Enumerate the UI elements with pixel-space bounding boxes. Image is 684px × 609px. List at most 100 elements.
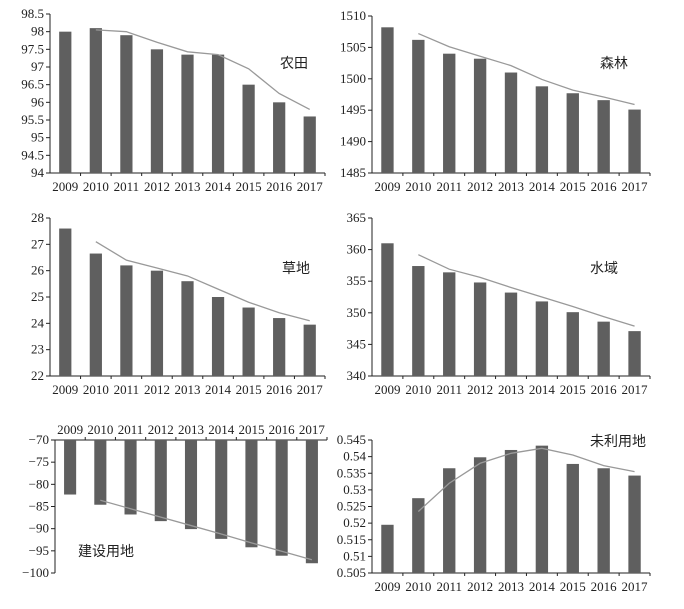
x-tick-label: 2012 <box>467 179 493 194</box>
y-tick-label: 96 <box>31 94 45 109</box>
bar-2016 <box>597 100 610 173</box>
bar-2016 <box>597 321 610 376</box>
y-tick-label: 0.515 <box>337 532 366 547</box>
y-tick-label: 23 <box>31 342 44 357</box>
bar-2014 <box>535 301 549 376</box>
y-tick-label: −80 <box>29 476 49 491</box>
bar-2010 <box>412 39 425 173</box>
x-tick-label: 2013 <box>498 382 524 397</box>
y-tick-label: −75 <box>29 454 49 469</box>
x-tick-label: 2009 <box>57 422 83 437</box>
chart-title: 未利用地 <box>590 434 646 450</box>
x-tick-label: 2016 <box>269 422 296 437</box>
x-tick-label: 2014 <box>205 179 232 194</box>
y-tick-label: 95.5 <box>21 112 44 127</box>
trend-line <box>100 499 313 561</box>
bar-2015 <box>245 440 258 548</box>
y-tick-label: 98.5 <box>21 6 44 21</box>
bar-2012 <box>473 58 487 174</box>
y-tick-label: 25 <box>31 289 44 304</box>
bar-2015 <box>566 312 579 376</box>
x-tick-label: 2014 <box>529 382 556 397</box>
y-tick-label: 355 <box>347 273 367 288</box>
bar-2013 <box>504 72 518 173</box>
x-tick-label: 2017 <box>299 422 326 437</box>
y-tick-label: 26 <box>31 263 45 278</box>
x-tick-label: 2015 <box>560 179 586 194</box>
x-tick-label: 2014 <box>208 422 235 437</box>
y-tick-label: 360 <box>347 242 367 257</box>
bar-2015 <box>566 463 579 573</box>
y-tick-label: 0.54 <box>343 449 366 464</box>
bar-2009 <box>381 27 394 173</box>
x-tick-label: 2017 <box>297 179 324 194</box>
x-tick-label: 2010 <box>405 179 431 194</box>
bar-2010 <box>89 28 102 174</box>
bar-2015 <box>242 307 255 376</box>
x-tick-label: 2011 <box>436 579 462 594</box>
x-tick-label: 2013 <box>175 382 201 397</box>
bar-2010 <box>89 253 102 376</box>
bar-2011 <box>124 440 137 515</box>
x-tick-label: 2012 <box>144 179 170 194</box>
y-tick-label: 340 <box>347 368 367 383</box>
x-tick-label: 2015 <box>238 422 264 437</box>
bar-2009 <box>381 524 394 573</box>
x-tick-label: 2013 <box>178 422 204 437</box>
y-tick-label: 365 <box>347 210 367 225</box>
x-tick-label: 2010 <box>405 382 431 397</box>
bar-2011 <box>443 272 456 376</box>
y-tick-label: 98 <box>31 24 44 39</box>
x-tick-label: 2016 <box>591 382 618 397</box>
y-tick-label: 0.52 <box>343 515 366 530</box>
bar-2012 <box>150 49 164 174</box>
bar-2013 <box>181 54 194 174</box>
x-tick-label: 2010 <box>87 422 113 437</box>
x-tick-label: 2009 <box>52 382 78 397</box>
y-tick-label: 28 <box>31 210 44 225</box>
y-tick-label: 350 <box>347 305 367 320</box>
x-tick-label: 2012 <box>467 382 493 397</box>
bar-2010 <box>412 266 425 376</box>
bar-2011 <box>120 35 133 174</box>
y-tick-label: 1500 <box>340 71 366 86</box>
x-tick-label: 2010 <box>405 579 431 594</box>
x-tick-label: 2009 <box>374 382 400 397</box>
bar-2016 <box>273 318 286 376</box>
bar-2017 <box>305 440 318 564</box>
trend-line <box>95 241 310 322</box>
chart-title: 森林 <box>600 56 628 72</box>
bar-2014 <box>211 54 225 174</box>
y-tick-label: −70 <box>29 432 49 447</box>
y-tick-label: 1505 <box>340 39 366 54</box>
y-tick-label: 96.5 <box>21 77 44 92</box>
bar-2016 <box>597 468 610 573</box>
y-tick-label: 95 <box>31 130 44 145</box>
bar-2012 <box>150 270 164 376</box>
bar-2017 <box>628 331 641 376</box>
x-tick-label: 2017 <box>622 179 649 194</box>
bar-2014 <box>211 297 225 376</box>
y-tick-label: 94.5 <box>21 147 44 162</box>
x-tick-label: 2016 <box>591 579 618 594</box>
bar-2017 <box>303 324 316 376</box>
chart-panel-1: 1485 1490 1495 1500 1505 1510 2009 2010 2011 2012… <box>340 8 651 194</box>
y-tick-label: 97 <box>31 59 45 74</box>
y-tick-label: 0.545 <box>337 432 366 447</box>
bar-2017 <box>628 475 641 573</box>
bar-2015 <box>566 93 579 173</box>
x-tick-label: 2016 <box>266 382 293 397</box>
y-tick-label: 97.5 <box>21 41 44 56</box>
y-tick-label: 0.505 <box>337 565 366 580</box>
bar-2012 <box>473 457 487 573</box>
bar-2016 <box>273 102 286 173</box>
chart-panel-2: 22 23 24 25 26 27 28 2009 2010 2011 2012 2013 2014 20… <box>31 210 326 397</box>
x-tick-label: 2009 <box>374 179 400 194</box>
x-tick-label: 2015 <box>236 179 262 194</box>
x-tick-label: 2016 <box>591 179 618 194</box>
y-tick-label: 27 <box>31 236 45 251</box>
y-tick-label: 94 <box>31 165 45 180</box>
bar-2009 <box>59 31 72 173</box>
bar-2013 <box>181 281 194 376</box>
